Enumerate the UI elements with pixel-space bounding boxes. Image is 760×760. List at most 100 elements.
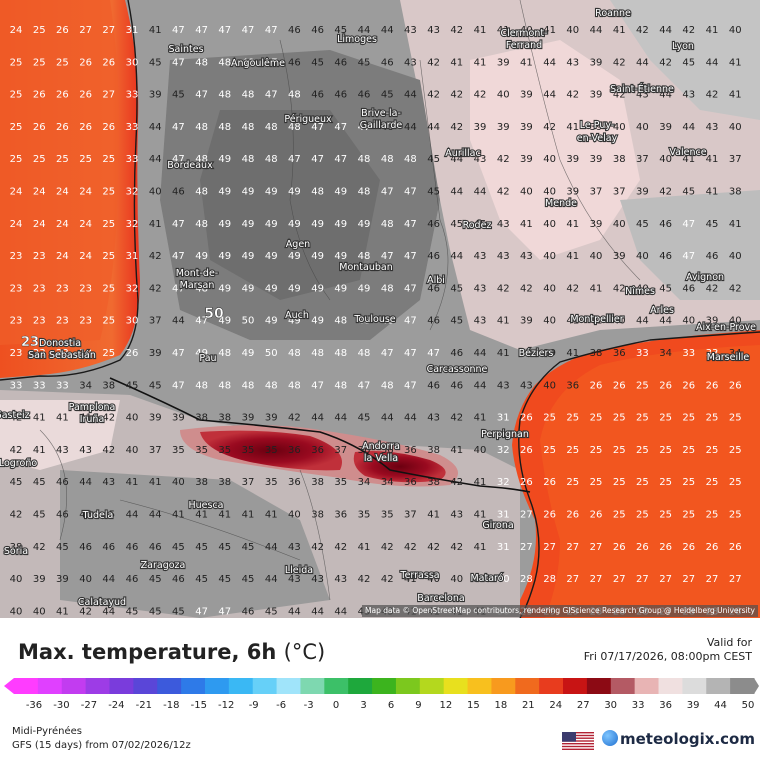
temperature-value: 47 bbox=[195, 316, 208, 327]
city-label: Donostia bbox=[39, 338, 81, 349]
temperature-value: 31 bbox=[497, 510, 510, 521]
title-unit: (°C) bbox=[283, 640, 326, 664]
temperature-value: 42 bbox=[10, 413, 23, 424]
temperature-value: 26 bbox=[79, 90, 92, 101]
temperature-value: 42 bbox=[682, 25, 695, 36]
temperature-value: 25 bbox=[102, 219, 115, 230]
temperature-value: 47 bbox=[358, 122, 371, 133]
legend-tick-label: 15 bbox=[467, 700, 480, 710]
temperature-value: 23 bbox=[79, 348, 92, 359]
province-borders bbox=[39, 429, 331, 601]
temperature-value: 46 bbox=[427, 283, 440, 294]
temperature-value: 25 bbox=[682, 477, 695, 488]
temperature-value: 24 bbox=[56, 219, 69, 230]
temperature-value: 39 bbox=[520, 154, 533, 165]
temperature-value: 40 bbox=[543, 251, 556, 262]
temperature-value: 25 bbox=[613, 445, 626, 456]
temperature-value: 25 bbox=[79, 154, 92, 165]
temperature-value: 45 bbox=[311, 57, 324, 68]
us-flag-icon[interactable] bbox=[562, 732, 594, 750]
temperature-value: 33 bbox=[33, 380, 46, 391]
temperature-value: 39 bbox=[566, 154, 579, 165]
temperature-value: 46 bbox=[427, 251, 440, 262]
temperature-value: 27 bbox=[682, 574, 695, 585]
temperature-value: 48 bbox=[404, 154, 417, 165]
temperature-value: 45 bbox=[265, 606, 278, 617]
legend-swatch bbox=[109, 678, 134, 694]
temperature-value: 48 bbox=[358, 316, 371, 327]
temperature-value: 23 bbox=[56, 283, 69, 294]
temperature-value: 40 bbox=[79, 574, 92, 585]
temperature-value: 44 bbox=[79, 477, 92, 488]
temperature-value: 45 bbox=[427, 187, 440, 198]
temperature-value: 40 bbox=[543, 154, 556, 165]
temperature-value: 38 bbox=[729, 187, 742, 198]
temperature-value: 44 bbox=[450, 251, 463, 262]
temperature-value: 44 bbox=[172, 316, 185, 327]
model-run[interactable]: GFS (15 days) from 07/02/2026/12z bbox=[12, 740, 191, 751]
map-attribution[interactable]: Map data © OpenStreetMap contributors, r… bbox=[362, 605, 758, 617]
temperature-value: 45 bbox=[659, 283, 672, 294]
legend-swatch bbox=[14, 678, 39, 694]
temperature-value: 48 bbox=[242, 122, 255, 133]
temperature-value: 26 bbox=[79, 122, 92, 133]
temperature-value: 41 bbox=[520, 348, 533, 359]
temperature-value: 49 bbox=[334, 219, 347, 230]
temperature-value: 47 bbox=[404, 380, 417, 391]
temperature-value: 49 bbox=[358, 283, 371, 294]
temperature-value: 42 bbox=[636, 25, 649, 36]
legend-swatch bbox=[372, 678, 397, 694]
legend-swatch bbox=[682, 678, 707, 694]
temperature-value: 35 bbox=[334, 477, 347, 488]
temperature-value: 43 bbox=[404, 25, 417, 36]
temperature-value: 27 bbox=[79, 25, 92, 36]
temperature-value: 44 bbox=[149, 154, 162, 165]
temperature-value: 25 bbox=[706, 477, 719, 488]
temperature-value: 24 bbox=[10, 219, 23, 230]
zone-navarra-pink bbox=[0, 400, 120, 470]
temperature-value: 41 bbox=[195, 510, 208, 521]
temperature-value: 45 bbox=[33, 477, 46, 488]
temperature-value: 37 bbox=[149, 445, 162, 456]
temperature-value: 40 bbox=[613, 219, 626, 230]
temperature-value: 32 bbox=[126, 187, 139, 198]
temperature-value: 45 bbox=[450, 219, 463, 230]
temperature-value: 49 bbox=[195, 251, 208, 262]
temperature-value: 45 bbox=[172, 90, 185, 101]
temperature-value: 48 bbox=[381, 380, 394, 391]
zone-pyrenees-east-core bbox=[353, 451, 446, 483]
temperature-value: 42 bbox=[334, 542, 347, 553]
zone-northeast-gray bbox=[610, 0, 760, 120]
temperature-value: 41 bbox=[706, 154, 719, 165]
temperature-value: 27 bbox=[729, 574, 742, 585]
temperature-value: 25 bbox=[10, 122, 23, 133]
legend-tick-label: 9 bbox=[415, 700, 421, 710]
temperature-value: 49 bbox=[358, 219, 371, 230]
temperature-value: 27 bbox=[659, 574, 672, 585]
temperature-value: 46 bbox=[126, 574, 139, 585]
temperature-value: 26 bbox=[613, 542, 626, 553]
temperature-value: 46 bbox=[358, 90, 371, 101]
legend-swatch bbox=[658, 678, 683, 694]
legend-swatch bbox=[586, 678, 612, 694]
legend-swatch bbox=[300, 678, 325, 694]
temperature-value: 45 bbox=[242, 542, 255, 553]
temperature-value: 48 bbox=[195, 380, 208, 391]
legend-tick-label: -12 bbox=[218, 700, 234, 710]
temperature-value: 43 bbox=[427, 25, 440, 36]
temperature-map[interactable]: 24 25 26 27 27 31 41 47 47 47 47 47 46 46 45 44 44 43 43 42… bbox=[0, 0, 760, 618]
temperature-value: 48 bbox=[242, 57, 255, 68]
legend-tick-label: 3 bbox=[360, 700, 366, 710]
temperature-value: 49 bbox=[242, 283, 255, 294]
temperature-value: 44 bbox=[334, 606, 347, 617]
city-label: Mataró bbox=[470, 573, 503, 584]
temperature-value: 46 bbox=[427, 316, 440, 327]
temperature-value: 39 bbox=[590, 219, 603, 230]
brand-logo[interactable]: meteologix.com bbox=[602, 730, 755, 748]
temperature-value: 39 bbox=[636, 187, 649, 198]
temperature-value: 47 bbox=[172, 251, 185, 262]
city-label: Aix-en-Prove bbox=[696, 322, 756, 333]
temperature-value: 39 bbox=[590, 90, 603, 101]
temperature-value: 37 bbox=[613, 187, 626, 198]
temperature-value: 41 bbox=[172, 510, 185, 521]
